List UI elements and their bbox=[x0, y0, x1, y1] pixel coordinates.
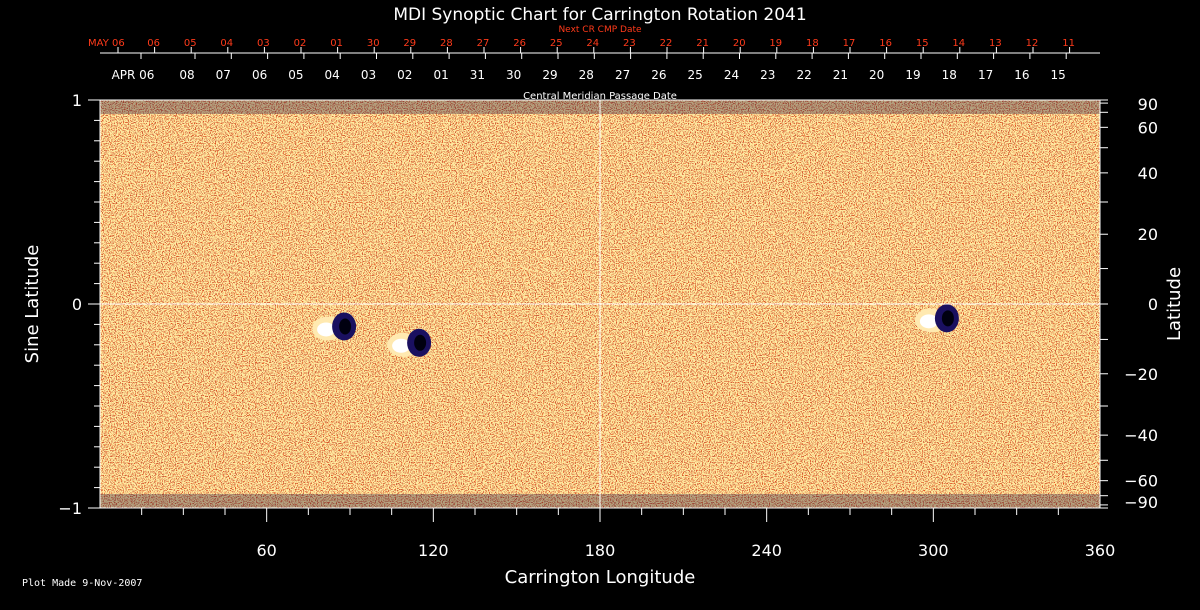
top-axis-1-tick-label: 20 bbox=[733, 38, 746, 49]
top-axis-2-tick-label: 08 bbox=[179, 68, 194, 82]
top-axis-2-label: Central Meridian Passage Date bbox=[523, 91, 677, 102]
axes: 60 120 180 240 300 360 1 0 −1 90 60 40 20 0 −20 −40 −60 −… bbox=[58, 38, 1158, 560]
top-axis-1-tick-label: 06 bbox=[147, 38, 160, 49]
x-tick-label: 300 bbox=[918, 541, 949, 560]
top-axis-1-tick-label: 17 bbox=[843, 38, 856, 49]
y-right-tick-label: −60 bbox=[1124, 472, 1158, 491]
top-axis-1-tick-label: 19 bbox=[769, 38, 782, 49]
positive-core bbox=[392, 338, 411, 353]
negative-core bbox=[339, 318, 352, 335]
top-axis-2-tick-label: 22 bbox=[796, 68, 811, 82]
x-tick-label: 60 bbox=[256, 541, 276, 560]
y-axis-right-label: Latitude bbox=[1164, 267, 1185, 341]
top-axis-1-tick-label: 01 bbox=[330, 38, 343, 49]
top-axis-1-tick-label: 30 bbox=[367, 38, 380, 49]
y-axis-left-label: Sine Latitude bbox=[22, 245, 43, 364]
top-axis-1-tick-label: 22 bbox=[660, 38, 673, 49]
top-axis-1-tick-label: MAY 06 bbox=[88, 38, 125, 49]
active-region bbox=[312, 312, 357, 341]
top-axis-1-tick-label: 29 bbox=[403, 38, 416, 49]
positive-core bbox=[317, 322, 336, 337]
top-axis-2-tick-label: 20 bbox=[869, 68, 884, 82]
top-axis-1-tick-label: 13 bbox=[989, 38, 1002, 49]
plot-made-note: Plot Made 9-Nov-2007 bbox=[22, 578, 143, 589]
top-axis-1-tick-label: 04 bbox=[220, 38, 233, 49]
top-axis-2-tick-label: 04 bbox=[325, 68, 340, 82]
top-axis-1-tick-label: 18 bbox=[806, 38, 819, 49]
magnetogram-map bbox=[100, 100, 1100, 508]
top-axis-1-tick-label: 25 bbox=[550, 38, 563, 49]
y-right-tick-label: 40 bbox=[1138, 164, 1158, 183]
top-axis-2-tick-label: 18 bbox=[942, 68, 957, 82]
negative-core bbox=[414, 334, 427, 351]
top-axis-1-tick-label: 26 bbox=[513, 38, 526, 49]
y-right-tick-label: −90 bbox=[1124, 493, 1158, 512]
x-tick-label: 360 bbox=[1085, 541, 1116, 560]
y-right-tick-label: −40 bbox=[1124, 426, 1158, 445]
top-axis-2-tick-label: 26 bbox=[651, 68, 666, 82]
top-axis-1-tick-label: 27 bbox=[477, 38, 490, 49]
top-axis-2-tick-label: 25 bbox=[688, 68, 703, 82]
top-axis-2-tick-label: APR 06 bbox=[112, 68, 155, 82]
top-axis-1-tick-label: 03 bbox=[257, 38, 270, 49]
top-axis-2-tick-label: 07 bbox=[216, 68, 231, 82]
y-left-tick-label: 0 bbox=[72, 295, 82, 314]
active-region bbox=[387, 328, 432, 357]
top-axis-2-tick-label: 06 bbox=[252, 68, 267, 82]
top-axis-1-tick-label: 12 bbox=[1026, 38, 1039, 49]
top-axis-2-tick-label: 01 bbox=[433, 68, 448, 82]
top-axis-1-tick-label: 23 bbox=[623, 38, 636, 49]
top-axis-2-tick-label: 30 bbox=[506, 68, 521, 82]
top-axis-2-tick-label: 28 bbox=[579, 68, 594, 82]
top-axis-2-tick-label: 05 bbox=[288, 68, 303, 82]
x-axis-label: Carrington Longitude bbox=[505, 567, 696, 588]
x-tick-label: 120 bbox=[418, 541, 449, 560]
top-axis-2-tick-label: 19 bbox=[905, 68, 920, 82]
negative-core bbox=[941, 310, 954, 327]
top-axis-2-tick-label: 03 bbox=[361, 68, 376, 82]
y-left-tick-label: 1 bbox=[72, 91, 82, 110]
top-axis-1-label: Next CR CMP Date bbox=[558, 25, 642, 35]
x-tick-label: 240 bbox=[751, 541, 782, 560]
top-axis-2-tick-label: 29 bbox=[542, 68, 557, 82]
chart-title: MDI Synoptic Chart for Carrington Rotati… bbox=[393, 5, 806, 25]
top-axis-1-tick-label: 21 bbox=[696, 38, 709, 49]
y-left-tick-label: −1 bbox=[58, 499, 82, 518]
y-right-tick-label: 90 bbox=[1138, 95, 1158, 114]
top-axis-1-tick-label: 24 bbox=[586, 38, 599, 49]
top-axis-1-tick-label: 15 bbox=[916, 38, 929, 49]
top-axis-2-tick-label: 21 bbox=[833, 68, 848, 82]
top-axis-2-tick-label: 24 bbox=[724, 68, 739, 82]
y-right-tick-label: 60 bbox=[1138, 118, 1158, 137]
top-axis-2-tick-label: 02 bbox=[397, 68, 412, 82]
y-right-tick-label: 20 bbox=[1138, 225, 1158, 244]
top-axis-2-tick-label: 16 bbox=[1014, 68, 1029, 82]
top-axis-1-tick-label: 02 bbox=[294, 38, 307, 49]
top-axis-1-tick-label: 11 bbox=[1062, 38, 1075, 49]
top-axis-2-tick-label: 15 bbox=[1051, 68, 1066, 82]
top-axis-2-tick-label: 23 bbox=[760, 68, 775, 82]
x-tick-label: 180 bbox=[585, 541, 616, 560]
active-region bbox=[914, 304, 959, 333]
top-axis-2-tick-label: 31 bbox=[470, 68, 485, 82]
y-right-tick-label: −20 bbox=[1124, 365, 1158, 384]
top-axis-1-tick-label: 14 bbox=[952, 38, 965, 49]
top-axis-2-tick-label: 17 bbox=[978, 68, 993, 82]
positive-core bbox=[919, 314, 938, 329]
top-axis-2-tick-label: 27 bbox=[615, 68, 630, 82]
top-axis-1-tick-label: 28 bbox=[440, 38, 453, 49]
top-axis-1-tick-label: 05 bbox=[184, 38, 197, 49]
y-right-tick-label: 0 bbox=[1148, 295, 1158, 314]
top-axis-1-tick-label: 16 bbox=[879, 38, 892, 49]
